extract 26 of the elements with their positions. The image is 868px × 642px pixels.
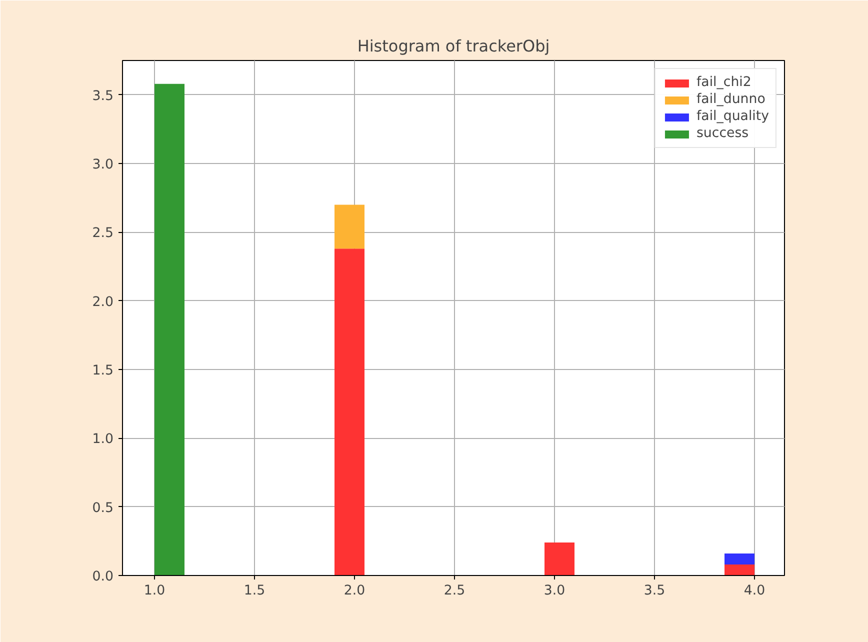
x-tick-label: 1.0 <box>144 584 166 598</box>
chart-title: Histogram of trackerObj <box>357 36 550 56</box>
legend-label: fail_quality <box>696 109 769 124</box>
bar <box>154 84 184 576</box>
x-tick-label: 2.5 <box>444 584 466 598</box>
y-tick-label: 3.5 <box>92 88 114 104</box>
y-tick-label: 1.5 <box>92 364 114 378</box>
y-tick-label: 1.0 <box>92 432 114 448</box>
legend-label: fail_dunno <box>696 92 766 107</box>
bar <box>334 204 364 249</box>
legend-label: success <box>696 126 749 141</box>
x-tick-label: 1.5 <box>244 584 266 598</box>
bar <box>724 554 754 565</box>
x-tick-label: 3.0 <box>544 584 566 598</box>
bar <box>724 564 754 576</box>
x-tick-label: 3.5 <box>644 584 666 598</box>
y-tick-label: 2.0 <box>92 294 114 310</box>
y-tick-label: 0.0 <box>92 570 114 584</box>
x-tick-label: 4.0 <box>744 584 766 598</box>
legend-label: fail_chi2 <box>696 75 752 90</box>
x-tick-label: 2.0 <box>344 584 366 598</box>
y-tick-label: 2.5 <box>92 226 114 242</box>
y-tick-label: 0.5 <box>92 500 114 516</box>
bar <box>544 542 574 576</box>
bar <box>334 248 364 576</box>
y-tick-label: 3.0 <box>92 158 114 172</box>
